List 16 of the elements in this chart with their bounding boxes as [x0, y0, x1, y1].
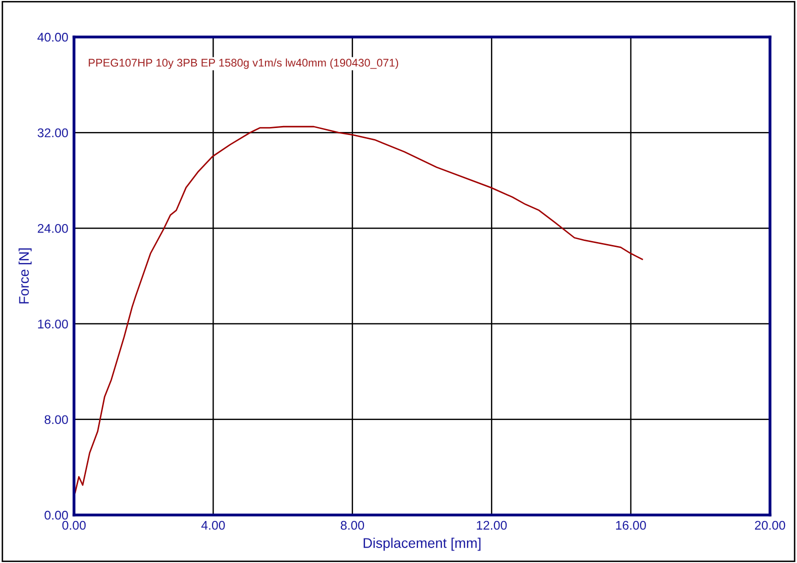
y-tick-label: 40.00: [37, 32, 68, 42]
y-axis-title: Force [N]: [18, 248, 32, 304]
line-series: [74, 126, 643, 494]
y-tick-label: 16.00: [38, 320, 68, 328]
y-tick-label: 8.00: [44, 415, 68, 424]
annotation: PPEG107HP 10y 3PB EP 1580g v1m/s lw40mm (190430_071): [88, 58, 398, 69]
y-tick-label: 24.00: [38, 224, 68, 233]
y-tick-label: 0.00: [44, 510, 68, 520]
x-tick-label: 20.00: [754, 520, 786, 530]
x-tick-label: 12.00: [476, 520, 507, 530]
x-tick-label: 8.00: [340, 520, 364, 530]
y-tick-label: 32.00: [38, 128, 68, 138]
x-tick-label: 0.00: [62, 520, 86, 530]
x-tick-label: 4.00: [201, 520, 225, 530]
x-tick-label: 16.00: [616, 520, 646, 530]
x-axis-title: Displacement [mm]: [364, 538, 480, 551]
